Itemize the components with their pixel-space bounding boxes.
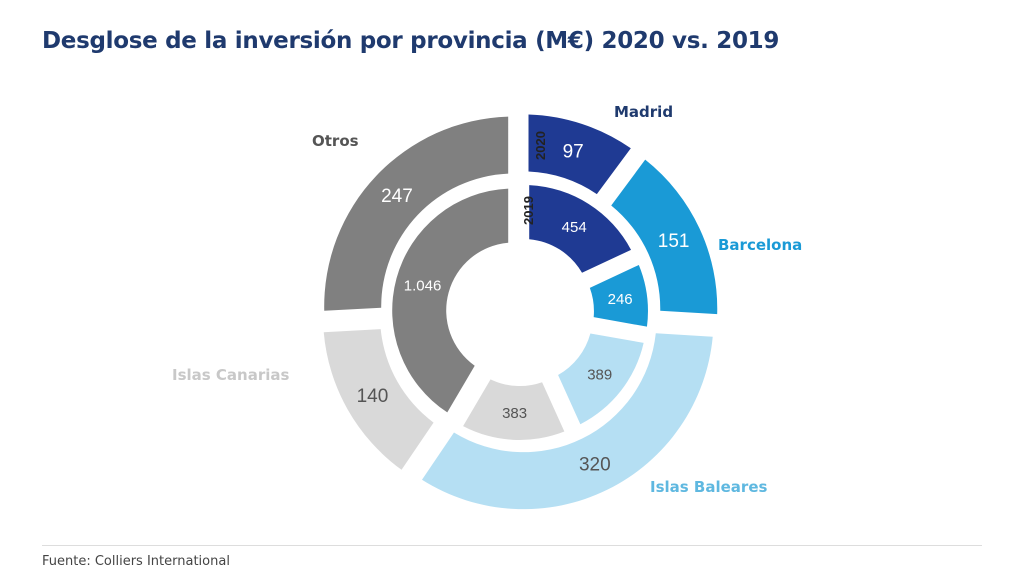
category-label-islas-canarias: Islas Canarias: [172, 366, 290, 384]
category-label-barcelona: Barcelona: [718, 236, 803, 254]
footer-divider: [42, 545, 982, 546]
value-label-2019-1: 246: [608, 291, 633, 308]
category-label-islas-baleares: Islas Baleares: [650, 478, 768, 496]
value-label-2019-0: 454: [562, 219, 587, 236]
segment-2019-otros: [392, 188, 509, 413]
chart-title: Desglose de la inversión por provincia (…: [42, 28, 780, 54]
segment-2020-barcelona: [611, 159, 718, 315]
segment-2020-islas-canarias: [323, 329, 434, 470]
value-label-2020-0: 97: [563, 142, 584, 163]
value-label-2019-3: 383: [502, 405, 527, 422]
category-label-madrid: Madrid: [614, 103, 674, 121]
value-label-2019-4: 1.046: [404, 278, 442, 295]
value-label-2020-3: 140: [357, 386, 389, 407]
segment-2020-otros: [324, 116, 509, 311]
segment-2020-islas-baleares: [421, 333, 713, 510]
value-label-2020-2: 320: [579, 455, 611, 476]
category-label-otros: Otros: [312, 132, 359, 150]
year-label-2020: 2020: [532, 131, 548, 160]
segment-2020-madrid: [528, 114, 631, 195]
segment-2019-islas-baleares: [558, 333, 644, 425]
source-note: Fuente: Colliers International: [42, 554, 230, 569]
segment-2019-islas-canarias: [463, 379, 565, 440]
value-label-2019-2: 389: [587, 366, 612, 383]
year-label-2019: 2019: [520, 196, 536, 225]
segment-2019-madrid: [529, 185, 632, 273]
value-label-2020-4: 247: [381, 186, 413, 207]
segment-2019-barcelona: [589, 264, 648, 327]
value-label-2020-1: 151: [658, 231, 690, 252]
